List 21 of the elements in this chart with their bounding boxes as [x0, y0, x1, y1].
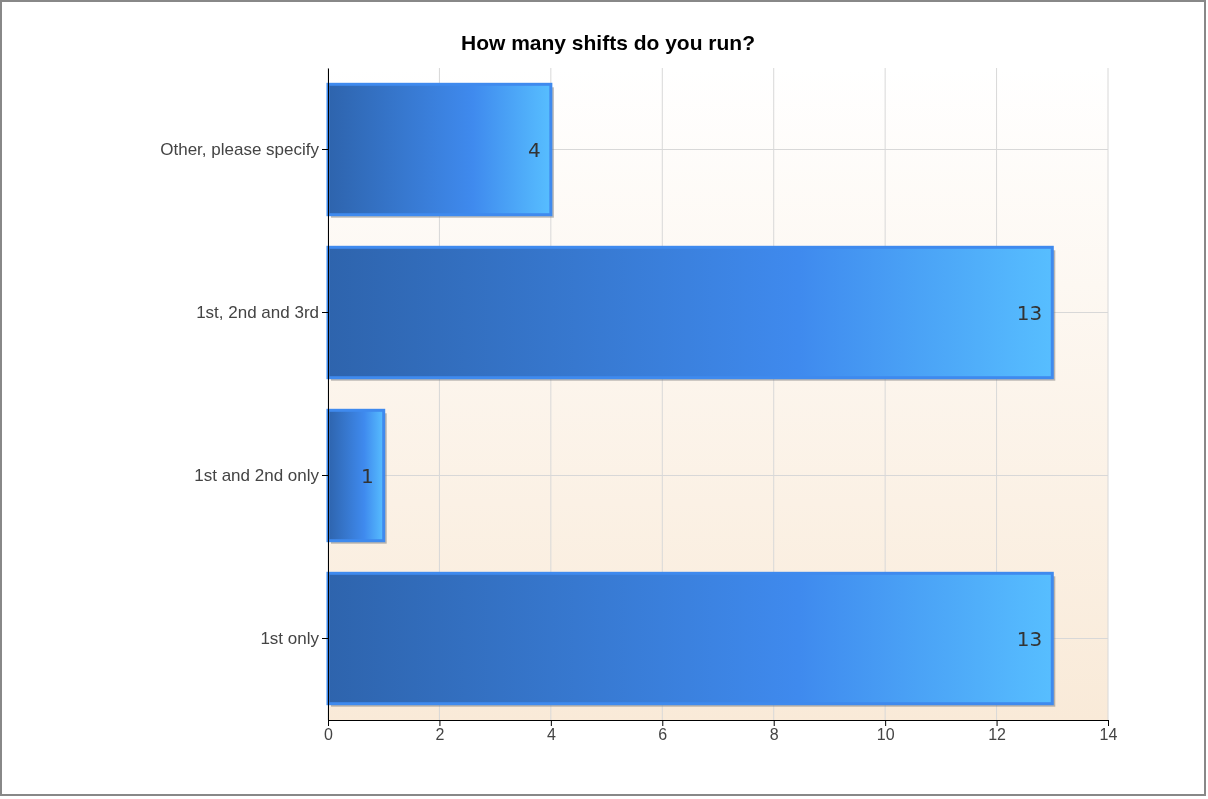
data-label: 13	[1016, 300, 1043, 325]
x-tick-label: 12	[988, 726, 1007, 744]
chart-title: How many shifts do you run?	[460, 31, 756, 54]
x-tick-label: 4	[546, 726, 556, 744]
data-label: 4	[528, 137, 541, 162]
x-tick-label: 0	[324, 726, 334, 744]
y-tick-label: Other, please specify	[160, 139, 320, 159]
bar	[326, 408, 386, 543]
x-tick-label: 2	[435, 726, 445, 744]
data-label: 1	[360, 463, 374, 488]
x-tick-label: 10	[876, 726, 895, 744]
y-tick-label: 1st only	[260, 628, 320, 648]
y-tick-label: 1st, 2nd and 3rd	[196, 302, 319, 322]
bar	[326, 245, 1054, 380]
bar	[326, 571, 1054, 706]
x-tick-label: 6	[658, 726, 668, 744]
bar	[326, 82, 553, 217]
data-label: 13	[1016, 626, 1043, 651]
y-tick-label: 1st and 2nd only	[194, 465, 320, 485]
x-tick-label: 8	[769, 726, 779, 744]
x-tick-label: 14	[1099, 726, 1118, 744]
